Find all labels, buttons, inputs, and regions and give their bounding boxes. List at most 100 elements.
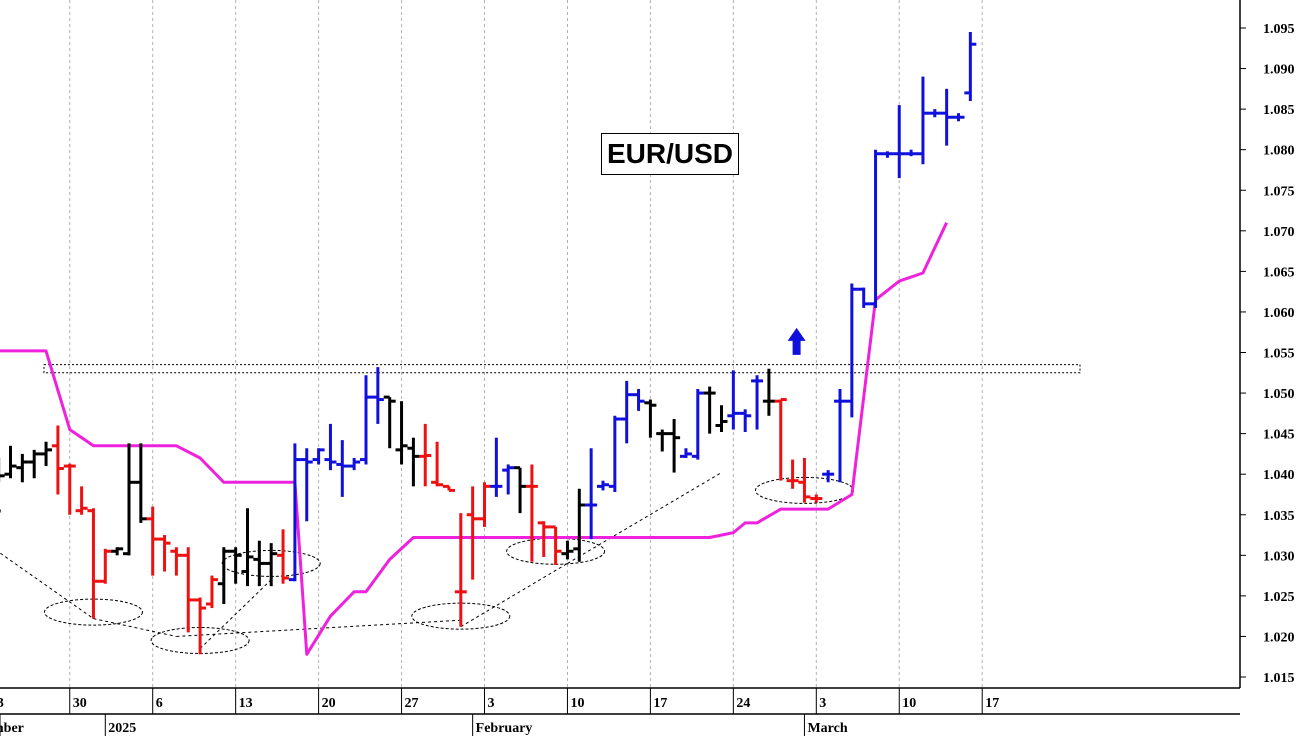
chart-title: EUR/USD [601,133,740,175]
ohlc-bar [277,529,290,584]
ohlc-bar [881,151,894,158]
ohlc-bar [371,367,384,424]
ohlc-bar [336,440,349,497]
ohlc-bar [87,508,100,619]
ohlc-bar [644,399,657,438]
ohlc-bar [573,488,586,562]
ohlc-bar [348,457,361,471]
ohlc-bar [774,398,787,481]
breakout-arrow-icon [787,327,806,355]
ohlc-bar [40,441,53,467]
x-tick-label: 3 [819,696,826,711]
month-label: 2025 [108,721,136,736]
ohlc-bar [762,368,775,416]
ohlc-bar [134,443,147,523]
ohlc-bar [786,459,799,489]
y-tick-label: 1.015 [1263,671,1295,686]
ohlc-bar [300,448,313,522]
x-tick-label: 6 [156,696,163,711]
ohlc-bar [893,105,906,179]
x-tick-label: 20 [322,696,336,711]
x-tick-label: 24 [736,696,750,711]
ohlc-bar [490,437,503,497]
ohlc-bar [608,415,621,493]
ohlc-bar [16,453,29,483]
ohlc-bar [442,484,455,492]
ohlc-bar [217,547,230,604]
x-tick-label: 23 [0,696,4,711]
ohlc-bar [51,425,64,495]
ohlc-bar [395,401,408,465]
x-tick-label: 13 [239,696,253,711]
ohlc-bar [857,287,870,308]
month-label: February [476,721,533,736]
ohlc-bar [146,506,159,576]
y-tick-label: 1.020 [1263,630,1295,645]
ohlc-bar [537,521,550,557]
resistance-band [43,364,1081,374]
ohlc-bar [656,429,669,452]
ohlc-bar [916,76,929,165]
price-bars [0,32,977,655]
ohlc-bar [466,486,479,580]
y-tick-label: 1.050 [1263,387,1295,402]
support-trendlines [0,472,722,649]
ohlc-bar [111,547,124,556]
ohlc-bar [798,457,811,503]
trendline [199,579,272,649]
arrow-up-icon [787,327,806,355]
ohlc-bar [99,548,112,584]
ohlc-bar [182,547,195,633]
ohlc-bar [229,547,242,584]
ohlc-bar [585,448,598,540]
ohlc-bar [905,149,918,157]
ohlc-bar [478,482,491,527]
y-tick-label: 1.025 [1263,590,1295,605]
ohlc-bar [525,464,538,562]
ohlc-bar [514,466,527,514]
ohlc-bar [822,470,835,483]
ohlc-bar [668,419,681,473]
y-tick-label: 1.060 [1263,306,1295,321]
ohlc-bar [952,113,965,122]
ohlc-bar [288,443,301,582]
ohlc-bar [940,88,953,146]
ohlc-bar [205,575,218,609]
x-tick-label: 30 [73,696,87,711]
ohlc-bar [620,380,633,444]
ohlc-bar [502,464,515,495]
y-tick-label: 1.075 [1263,184,1295,199]
ohlc-bar [869,149,882,308]
ohlc-bar [431,441,444,487]
ohlc-bar [63,463,76,515]
y-tick-label: 1.080 [1263,144,1295,159]
ohlc-bar [123,443,135,556]
y-tick-label: 1.040 [1263,468,1295,483]
ohlc-bar [419,423,432,487]
ohlc-bar [727,370,740,430]
ohlc-bar [28,449,41,479]
y-tick-label: 1.090 [1263,63,1295,78]
ohlc-bar [158,535,171,572]
ohlc-bar [312,448,325,465]
x-tick-label: 3 [488,696,495,711]
y-tick-label: 1.065 [1263,265,1295,280]
month-label: mber [0,721,24,736]
y-tick-label: 1.030 [1263,549,1295,564]
ohlc-bar [703,386,716,434]
ohlc-bar [597,480,609,491]
y-axis: 1.015 1.020 1.025 1.030 1.035 1.040 1.045 1.050… [1240,22,1295,686]
grid-lines [69,0,983,688]
y-tick-label: 1.035 [1263,509,1295,524]
plot-frame [0,0,1241,715]
month-label: March [807,721,847,736]
trailing-stop-line [0,222,948,656]
ohlc-bar [834,389,846,483]
x-tick-label: 10 [570,696,584,711]
ohlc-bar [4,445,17,479]
trendline [93,618,177,637]
trailing-stop-line [0,222,948,656]
ohlc-bar [241,508,254,587]
ohlc-bar [739,409,752,433]
